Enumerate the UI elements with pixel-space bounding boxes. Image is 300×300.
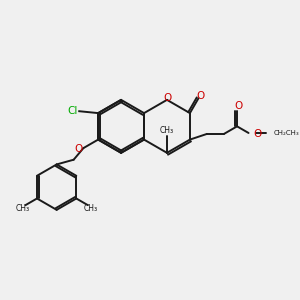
- Text: CH₃: CH₃: [16, 204, 30, 213]
- Text: CH₂CH₃: CH₂CH₃: [273, 130, 299, 136]
- Text: O: O: [196, 91, 204, 100]
- Text: CH₃: CH₃: [84, 204, 98, 213]
- Text: O: O: [234, 101, 242, 112]
- Text: O: O: [74, 144, 83, 154]
- Text: O: O: [253, 129, 262, 139]
- Text: Cl: Cl: [68, 106, 78, 116]
- Text: CH₃: CH₃: [160, 126, 174, 135]
- Text: O: O: [164, 93, 172, 103]
